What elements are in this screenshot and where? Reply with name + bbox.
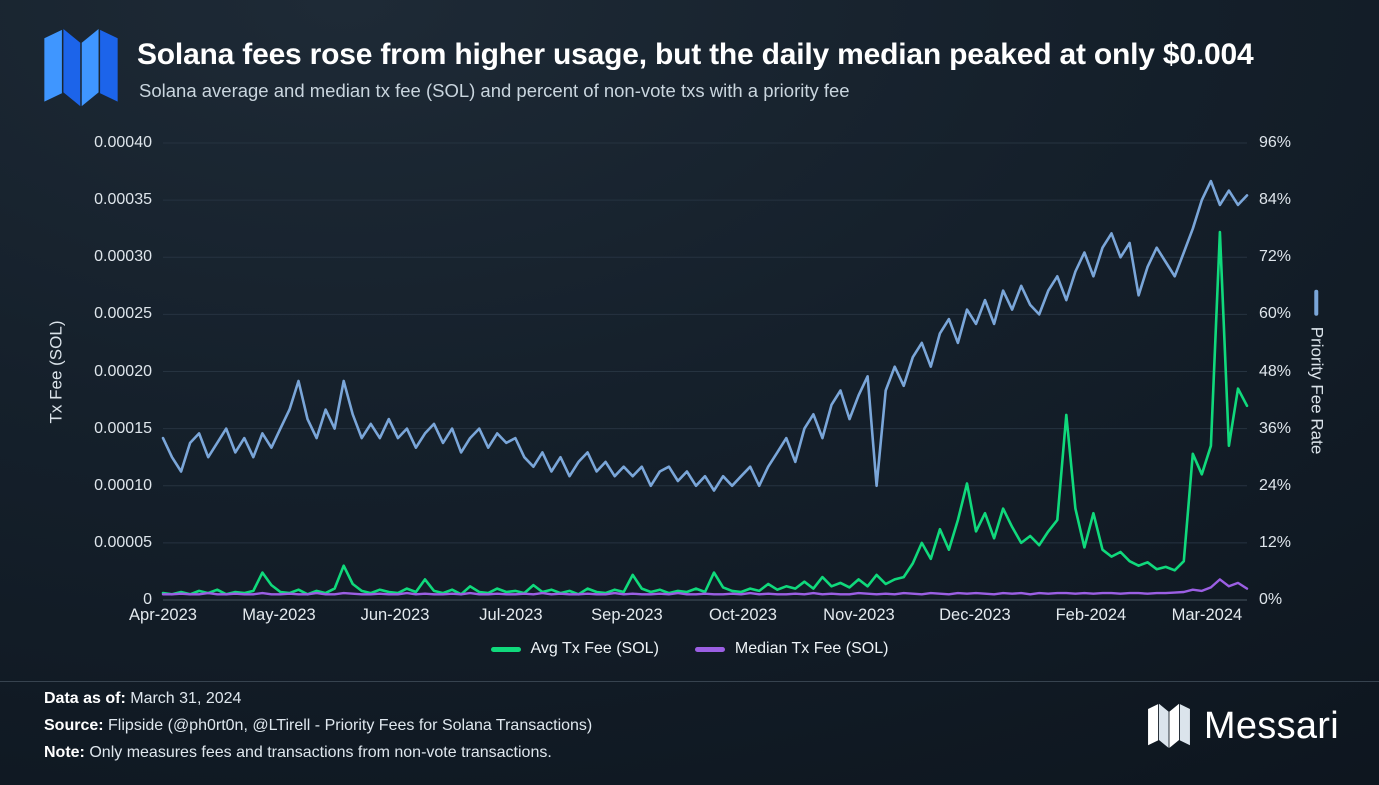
left-tick-label: 0.00005 (94, 533, 152, 551)
x-tick-label: Dec-2023 (939, 606, 1011, 624)
left-tick-label: 0.00020 (94, 362, 152, 380)
messari-logo-icon (44, 29, 118, 107)
data-as-of-value: March 31, 2024 (130, 690, 242, 707)
right-axis-ticks: 96% 84% 72% 60% 48% 36% 24% 12% 0% (1259, 134, 1329, 608)
x-tick-label: May-2023 (242, 606, 316, 624)
note-label: Note: (44, 744, 85, 761)
right-tick-label: 84% (1259, 191, 1292, 209)
left-tick-label: 0.00035 (94, 191, 152, 209)
chart-subtitle: Solana average and median tx fee (SOL) a… (139, 80, 850, 101)
note-value: Only measures fees and transactions from… (89, 744, 552, 761)
left-tick-label: 0.00015 (94, 419, 152, 437)
x-tick-label: Apr-2023 (129, 606, 197, 624)
legend-swatch (694, 646, 725, 652)
brand: Messari (1147, 702, 1339, 750)
x-tick-label: Nov-2023 (823, 606, 895, 624)
data-as-of-label: Data as of: (44, 690, 126, 707)
data-as-of-line: Data as of: March 31, 2024 (44, 690, 241, 708)
right-tick-label: 36% (1259, 419, 1292, 437)
legend: Avg Tx Fee (SOL) Median Tx Fee (SOL) (0, 640, 1379, 658)
x-tick-label: Sep-2023 (591, 606, 663, 624)
series-avg-tx-fee (161, 230, 1249, 596)
left-tick-label: 0.00030 (94, 248, 152, 266)
right-tick-label: 60% (1259, 305, 1292, 323)
series-priority-fee-rate (161, 179, 1249, 492)
legend-label: Avg Tx Fee (SOL) (530, 640, 659, 657)
x-tick-label: Feb-2024 (1055, 606, 1127, 624)
right-tick-label: 72% (1259, 248, 1292, 266)
legend-item: Avg Tx Fee (SOL) (490, 640, 659, 658)
footer-divider (0, 681, 1379, 682)
source-line: Source: Flipside (@ph0rt0n, @LTirell - P… (44, 717, 592, 735)
x-tick-label: Oct-2023 (709, 606, 777, 624)
right-tick-label: 0% (1259, 591, 1283, 608)
legend-swatch (490, 646, 521, 652)
x-tick-label: Jun-2023 (360, 606, 430, 624)
note-line: Note: Only measures fees and transaction… (44, 744, 552, 762)
brand-name: Messari (1203, 704, 1339, 747)
right-tick-label: 24% (1259, 476, 1292, 494)
left-axis-ticks: 0.00040 0.00035 0.00030 0.00025 0.00020 0.000… (62, 134, 152, 608)
x-tick-label: Mar-2024 (1171, 606, 1243, 624)
left-tick-label: 0 (143, 591, 152, 608)
right-tick-label: 12% (1259, 533, 1292, 551)
messari-logo-footer-icon (1147, 703, 1190, 748)
right-tick-label: 48% (1259, 362, 1292, 380)
series-median-tx-fee (161, 578, 1249, 596)
right-tick-label: 96% (1259, 134, 1292, 151)
legend-label: Median Tx Fee (SOL) (734, 640, 889, 657)
source-value: Flipside (@ph0rt0n, @LTirell - Priority … (108, 717, 593, 734)
left-tick-label: 0.00025 (94, 305, 152, 323)
left-tick-label: 0.00010 (94, 476, 152, 494)
source-label: Source: (44, 717, 104, 734)
plot-svg (161, 142, 1249, 601)
left-tick-label: 0.00040 (94, 134, 152, 151)
x-tick-label: Jul-2023 (479, 606, 543, 624)
legend-item: Median Tx Fee (SOL) (694, 640, 889, 658)
chart-title: Solana fees rose from higher usage, but … (137, 38, 1254, 71)
x-axis-labels: Apr-2023 May-2023 Jun-2023 Jul-2023 Sep-2023… (129, 606, 1247, 630)
